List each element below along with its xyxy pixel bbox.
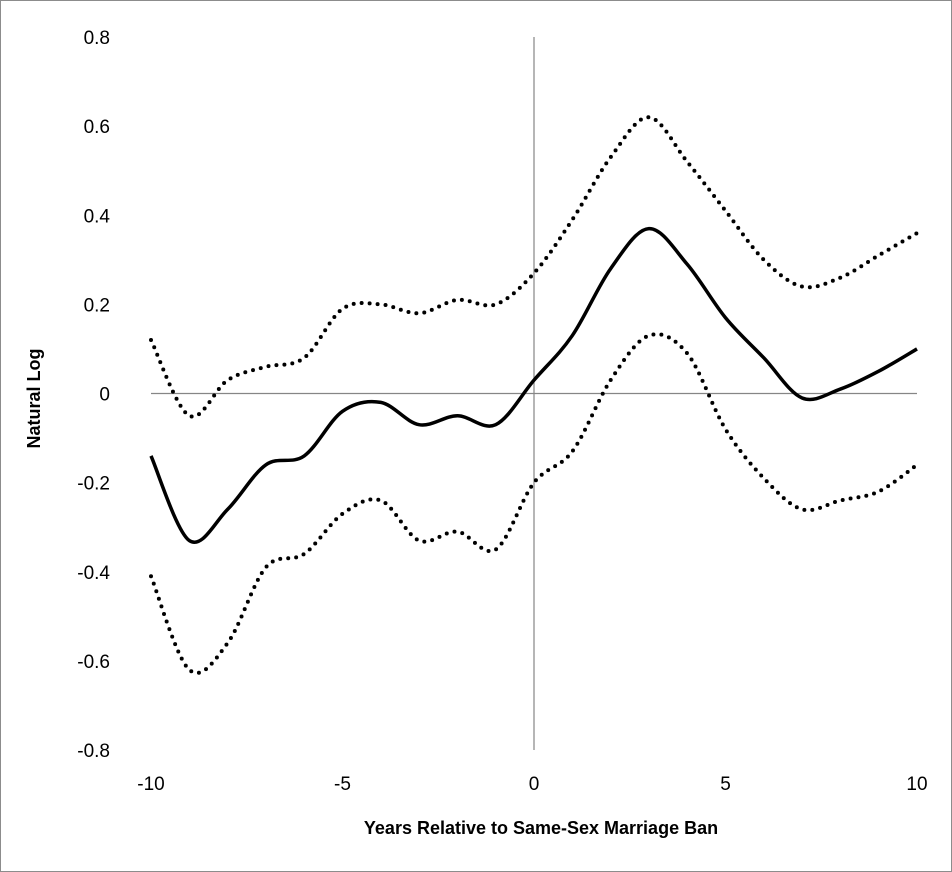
y-tick-label: 0.8 bbox=[84, 28, 110, 49]
x-tick-label: -10 bbox=[137, 774, 164, 795]
lower-confidence-line bbox=[149, 332, 919, 675]
y-tick-label: -0.8 bbox=[77, 741, 110, 762]
y-axis-title: Natural Log bbox=[24, 348, 44, 448]
x-tick-label: 10 bbox=[906, 774, 927, 795]
x-tick-label: -5 bbox=[334, 774, 351, 795]
estimate-line bbox=[149, 226, 918, 545]
x-axis-title: Years Relative to Same-Sex Marriage Ban bbox=[364, 818, 718, 838]
y-tick-label: 0.4 bbox=[84, 206, 111, 227]
x-tick-label: 5 bbox=[720, 774, 731, 795]
series-group bbox=[149, 115, 919, 675]
axes bbox=[151, 37, 917, 750]
y-tick-label: 0.2 bbox=[84, 295, 110, 316]
x-tick-label: 0 bbox=[529, 774, 540, 795]
y-tick-label: -0.4 bbox=[77, 563, 110, 584]
y-tick-label: -0.2 bbox=[77, 474, 110, 495]
y-tick-label: -0.6 bbox=[77, 652, 110, 673]
y-tick-label: 0.6 bbox=[84, 117, 110, 138]
upper-confidence-line bbox=[149, 115, 919, 419]
y-tick-labels: -0.8 -0.6 -0.4 -0.2 0 0.2 0.4 0.6 0.8 bbox=[77, 28, 110, 762]
y-tick-label: 0 bbox=[99, 385, 110, 406]
x-tick-labels: -10 -5 0 5 10 bbox=[137, 774, 927, 795]
